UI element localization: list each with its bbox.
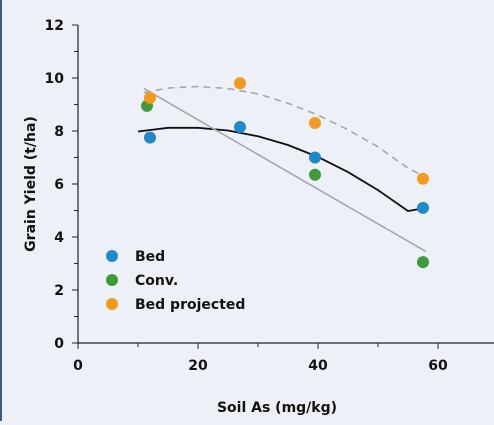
point-bed-projected <box>417 172 429 185</box>
x-tick-label: 0 <box>73 358 83 374</box>
point-conv <box>309 168 321 181</box>
point-conv <box>417 256 429 269</box>
trendlines <box>137 85 427 253</box>
axes: 0 20 40 60 0 2 4 6 8 10 12 <box>45 18 494 374</box>
legend-marker-conv <box>106 274 118 286</box>
point-bed <box>417 201 429 214</box>
x-tick-label: 40 <box>308 358 328 374</box>
point-bed <box>144 131 156 144</box>
point-bed-projected <box>234 77 246 90</box>
point-bed <box>309 151 321 164</box>
point-bed <box>234 121 246 134</box>
x-tick-label: 20 <box>188 358 208 374</box>
data-points <box>141 77 429 269</box>
y-tick-label: 6 <box>54 177 64 193</box>
y-tick-label: 4 <box>54 230 64 246</box>
x-axis-label: Soil As (mg/kg) <box>217 400 337 416</box>
legend-label-conv: Conv. <box>135 273 178 289</box>
y-tick-label: 12 <box>45 18 64 34</box>
trendline-bed <box>137 126 427 212</box>
legend-marker-bed <box>106 250 118 262</box>
y-axis-label: Grain Yield (t/ha) <box>23 116 39 252</box>
y-tick-label: 2 <box>54 283 64 299</box>
trendline-conv <box>143 87 427 253</box>
y-tick-label: 8 <box>54 124 64 140</box>
x-tick-label: 60 <box>428 358 448 374</box>
legend: Bed Conv. Bed projected <box>106 249 245 313</box>
legend-marker-bed-projected <box>106 298 118 310</box>
legend-label-bed-projected: Bed projected <box>135 297 245 313</box>
point-bed-projected <box>309 117 321 130</box>
y-tick-label: 0 <box>54 336 64 352</box>
point-bed-projected <box>144 91 156 104</box>
legend-label-bed: Bed <box>135 249 165 265</box>
trendline-bed-projected <box>143 85 427 179</box>
y-tick-label: 10 <box>45 71 65 87</box>
